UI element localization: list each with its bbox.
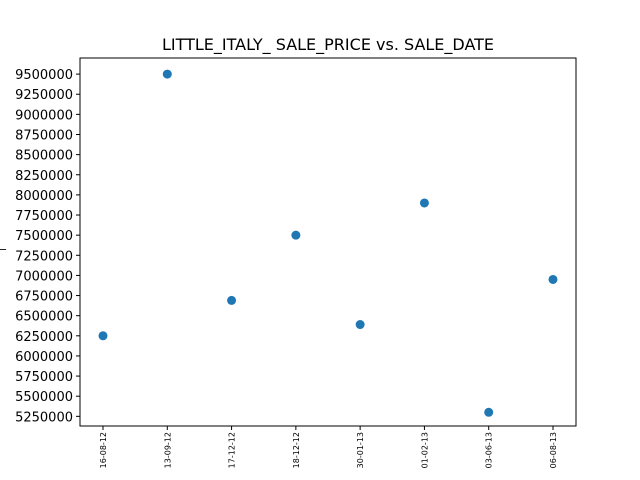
y-axis-label: _ [0, 236, 7, 250]
y-tick-label: 8750000 [15, 128, 73, 143]
x-tick-label: 30-01-13 [356, 432, 365, 468]
data-points [98, 69, 558, 417]
y-tick-label: 9000000 [15, 108, 73, 123]
data-point [291, 230, 301, 240]
y-tick-label: 6250000 [15, 330, 73, 345]
y-tick-label: 7500000 [15, 229, 73, 244]
data-point [548, 274, 558, 284]
data-point [227, 295, 237, 305]
y-tick-label: 9250000 [15, 88, 73, 103]
x-tick-label: 17-12-12 [228, 432, 237, 468]
y-tick-label: 6750000 [15, 290, 73, 305]
y-axis: 5250000 5500000 5750000 6000000 6250000 65000… [15, 68, 80, 425]
y-tick-label: 8500000 [15, 149, 73, 164]
x-tick-label: 18-12-12 [292, 432, 301, 468]
x-tick-label: 16-08-12 [99, 432, 108, 468]
y-tick-label: 7750000 [15, 209, 73, 224]
y-tick-label: 6000000 [15, 350, 73, 365]
data-point [419, 198, 429, 208]
y-tick-label: 5500000 [15, 390, 73, 405]
y-tick-label: 5250000 [15, 410, 73, 425]
x-tick-label: 06-08-13 [549, 432, 558, 468]
x-axis: 16-08-12 13-09-12 17-12-12 18-12-12 30-01-13… [99, 426, 558, 468]
y-tick-label: 5750000 [15, 370, 73, 385]
plot-area [79, 57, 577, 427]
y-tick-label: 8000000 [15, 189, 73, 204]
y-tick-label: 6500000 [15, 310, 73, 325]
y-tick-label: 9500000 [15, 68, 73, 83]
y-tick-label: 8250000 [15, 169, 73, 184]
data-point [484, 407, 494, 417]
x-tick-label: 03-06-13 [485, 432, 494, 468]
y-tick-label: 7000000 [15, 269, 73, 284]
y-tick-label: 7250000 [15, 249, 73, 264]
x-tick-label: 01-02-13 [420, 432, 429, 468]
data-point [355, 320, 365, 330]
x-tick-label: 13-09-12 [163, 432, 172, 468]
data-point [162, 69, 172, 79]
data-point [98, 331, 108, 341]
chart-title: LITTLE_ITALY_ SALE_PRICE vs. SALE_DATE [162, 35, 494, 55]
